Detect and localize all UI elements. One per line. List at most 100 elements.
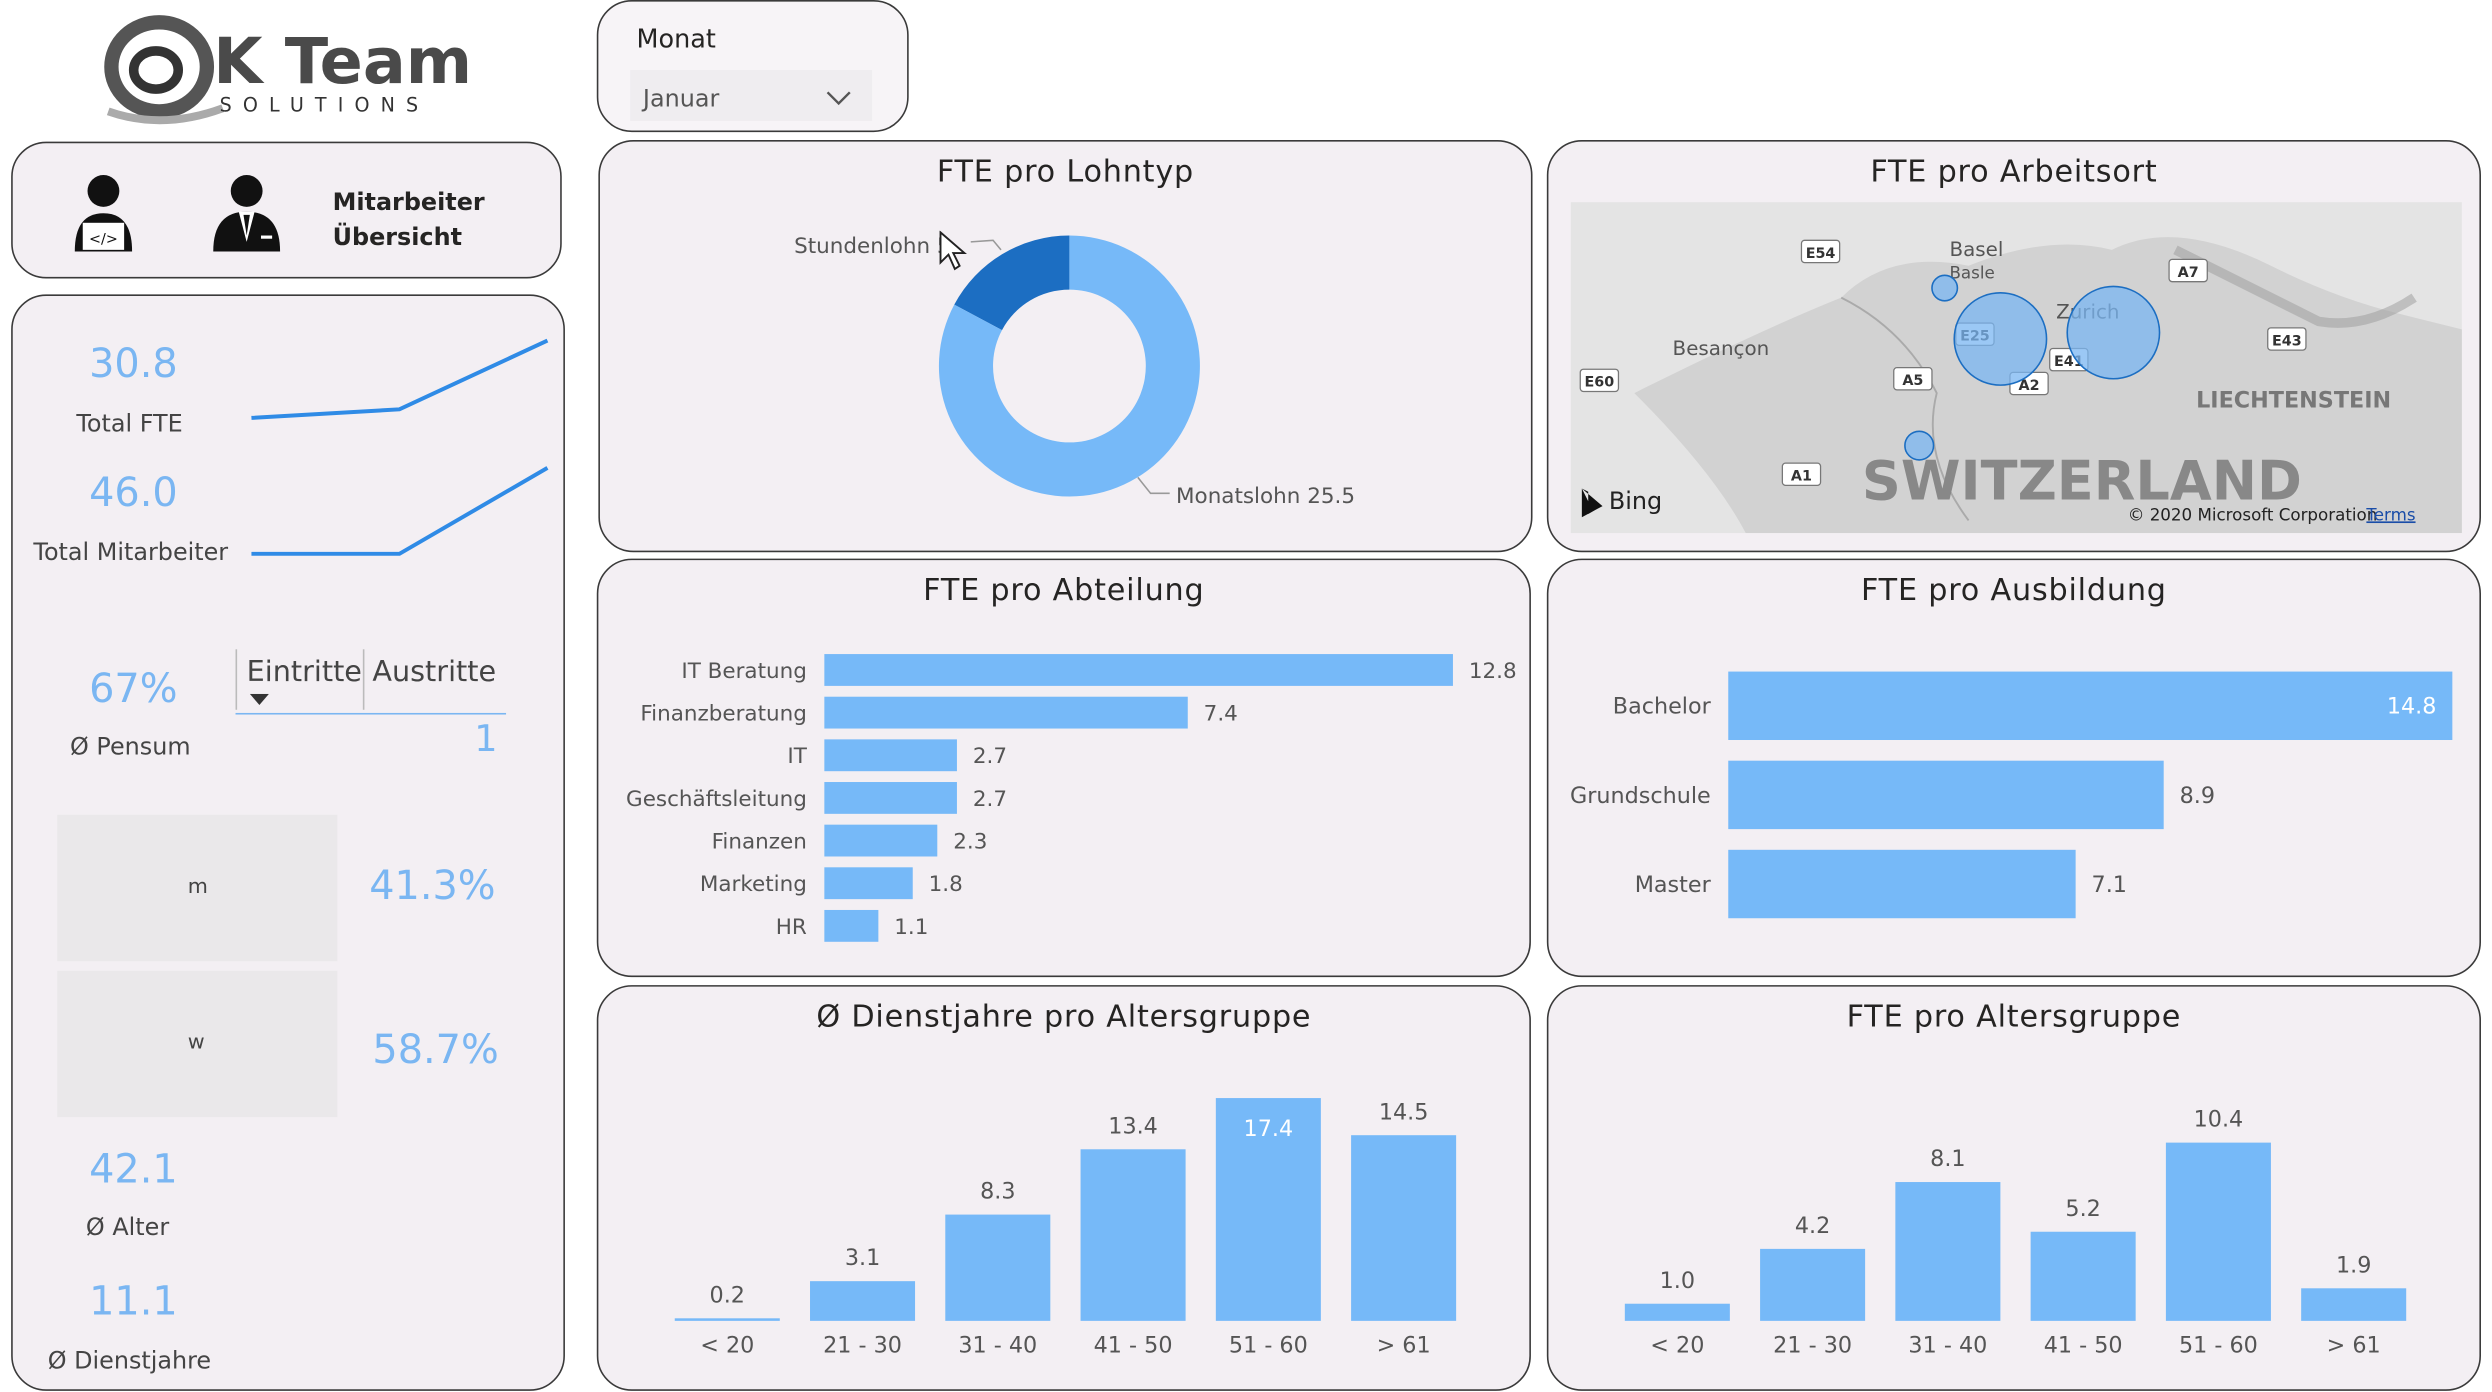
- gender-m-tile: m: [57, 814, 338, 962]
- bar-category-label: Master: [1635, 872, 1712, 898]
- column-value-label: 0.2: [710, 1282, 745, 1308]
- donut-leader-1: [970, 239, 1002, 251]
- flow-value: 1: [474, 719, 498, 761]
- road-label: E43: [2272, 333, 2302, 349]
- bing-label: Bing: [1609, 487, 1662, 515]
- column-category-label: 51 - 60: [1229, 1333, 1308, 1359]
- column-6[interactable]: [1351, 1135, 1457, 1321]
- map-labels: BaselBasleZurichBesançonLIECHTENSTEINSWI…: [1579, 238, 2391, 513]
- logo: K Team SOLUTIONS: [99, 10, 481, 128]
- abteilung-title: FTE pro Abteilung: [923, 572, 1205, 608]
- donut-leader-2: [1137, 476, 1170, 495]
- lohntyp-panel: FTE pro Lohntyp Stundenlohn 5 Monatslohn …: [598, 140, 1533, 553]
- column-category-label: 21 - 30: [1773, 1333, 1852, 1359]
- bar-it[interactable]: [824, 739, 957, 772]
- developer-icon[interactable]: </>: [68, 172, 138, 255]
- column-1[interactable]: [674, 1318, 780, 1321]
- logo-mark: K Team SOLUTIONS: [104, 15, 472, 125]
- column-value-label: 3.1: [845, 1245, 880, 1271]
- column-category-label: 41 - 50: [2044, 1333, 2123, 1359]
- road-label: E60: [1585, 375, 1615, 391]
- map-bubble-basel[interactable]: [1931, 274, 1959, 302]
- column-3[interactable]: [945, 1214, 1051, 1321]
- column-4[interactable]: [2030, 1231, 2136, 1321]
- road-shield: [1800, 239, 1841, 264]
- tab-eintritte[interactable]: Eintritte: [235, 649, 365, 710]
- bing-icon: [1581, 488, 1603, 518]
- column-2[interactable]: [810, 1281, 916, 1321]
- donut-slice-monatslohn[interactable]: [938, 235, 1200, 497]
- bar-bachelor[interactable]: [1728, 671, 2453, 741]
- column-category-label: 21 - 30: [823, 1333, 902, 1359]
- column-5[interactable]: [1215, 1098, 1321, 1321]
- map-place-label: SWITZERLAND: [1862, 450, 2302, 513]
- dienst-label: Ø Dienstjahre: [47, 1346, 212, 1375]
- column-5[interactable]: [2165, 1142, 2271, 1321]
- column-value-label: 8.3: [980, 1179, 1015, 1205]
- bar-value-label: 7.1: [2092, 872, 2127, 898]
- ausbildung-bar-chart: Bachelor 14.8 Grundschule 8.9 Master 7.1: [1570, 671, 2453, 919]
- svg-text:</>: </>: [89, 231, 118, 247]
- map-terms-link[interactable]: Terms: [2365, 504, 2415, 524]
- column-1[interactable]: [1624, 1303, 1730, 1321]
- column-value-label: 14.5: [1379, 1099, 1429, 1125]
- month-dropdown-value: Januar: [642, 84, 720, 113]
- column-value-label: 5.2: [2065, 1196, 2100, 1222]
- nav-label[interactable]: Mitarbeiter Übersicht: [333, 185, 485, 255]
- alter-label: Ø Alter: [85, 1212, 170, 1242]
- sparkline-fte: [251, 338, 549, 420]
- donut-slice-stundenlohn[interactable]: [954, 235, 1070, 331]
- month-filter: Monat Januar: [596, 0, 909, 133]
- map-place-label: LIECHTENSTEIN: [2196, 387, 2391, 413]
- column-value-label: 1.9: [2336, 1252, 2371, 1278]
- column-category-label: > 61: [1377, 1333, 1431, 1359]
- gender-w-tile: w: [57, 970, 338, 1118]
- column-category-label: < 20: [1650, 1333, 1704, 1359]
- flow-tabs: Eintritte Austritte: [235, 643, 507, 715]
- gender-m-value: 41.3%: [369, 862, 496, 909]
- column-value-label: 10.4: [2194, 1107, 2244, 1133]
- alter-value: 42.1: [89, 1145, 178, 1192]
- total-fte-value: 30.8: [89, 340, 178, 387]
- bar-geschäftsleitung[interactable]: [824, 782, 957, 814]
- map-bubble-central[interactable]: [1953, 292, 2048, 386]
- bar-master[interactable]: [1728, 849, 2076, 919]
- column-value-label: 4.2: [1795, 1213, 1830, 1239]
- kpi-panel: 30.8 Total FTE 46.0 Total Mitarbeiter 67…: [11, 294, 565, 1391]
- map-bubble-zurich[interactable]: [2066, 285, 2161, 380]
- month-dropdown[interactable]: Januar: [630, 70, 873, 121]
- road-shield: [2168, 258, 2208, 283]
- bar-category-label: IT Beratung: [681, 659, 806, 684]
- cursor-icon: [939, 230, 967, 271]
- bar-it-beratung[interactable]: [824, 654, 1453, 686]
- column-3[interactable]: [1895, 1182, 2001, 1321]
- ausbildung-title: FTE pro Ausbildung: [1861, 572, 2167, 608]
- tab-austritte-label: Austritte: [372, 655, 497, 690]
- road-label: A1: [1791, 469, 1812, 485]
- total-ma-label: Total Mitarbeiter: [33, 537, 229, 567]
- bar-value-label: 14.8: [2387, 694, 2437, 720]
- map-border: [1840, 296, 1970, 521]
- bar-hr[interactable]: [824, 909, 879, 942]
- dienst-value: 11.1: [89, 1277, 178, 1325]
- total-fte-sparkline: [251, 338, 549, 420]
- total-ma-sparkline: [251, 466, 549, 556]
- bar-finanzen[interactable]: [824, 824, 938, 857]
- nav-label-line2: Übersicht: [332, 222, 463, 252]
- total-fte-label: Total FTE: [76, 408, 183, 438]
- road-shield: [1893, 366, 1933, 391]
- column-6[interactable]: [2301, 1288, 2407, 1321]
- bar-marketing[interactable]: [824, 867, 913, 900]
- column-2[interactable]: [1760, 1248, 1866, 1321]
- gender-m-label: m: [187, 875, 208, 900]
- map-bubble-south[interactable]: [1904, 430, 1935, 461]
- bar-value-label: 7.4: [1204, 702, 1238, 727]
- tab-austritte[interactable]: Austritte: [372, 649, 506, 709]
- column-4[interactable]: [1080, 1149, 1186, 1321]
- bar-finanzberatung[interactable]: [824, 696, 1188, 729]
- column-category-label: 31 - 40: [1908, 1333, 1987, 1359]
- bar-grundschule[interactable]: [1728, 760, 2164, 830]
- manager-icon[interactable]: [208, 172, 284, 255]
- map-view[interactable]: BaselBasleZurichBesançonLIECHTENSTEINSWI…: [1570, 202, 2462, 534]
- lohntyp-title: FTE pro Lohntyp: [936, 154, 1194, 190]
